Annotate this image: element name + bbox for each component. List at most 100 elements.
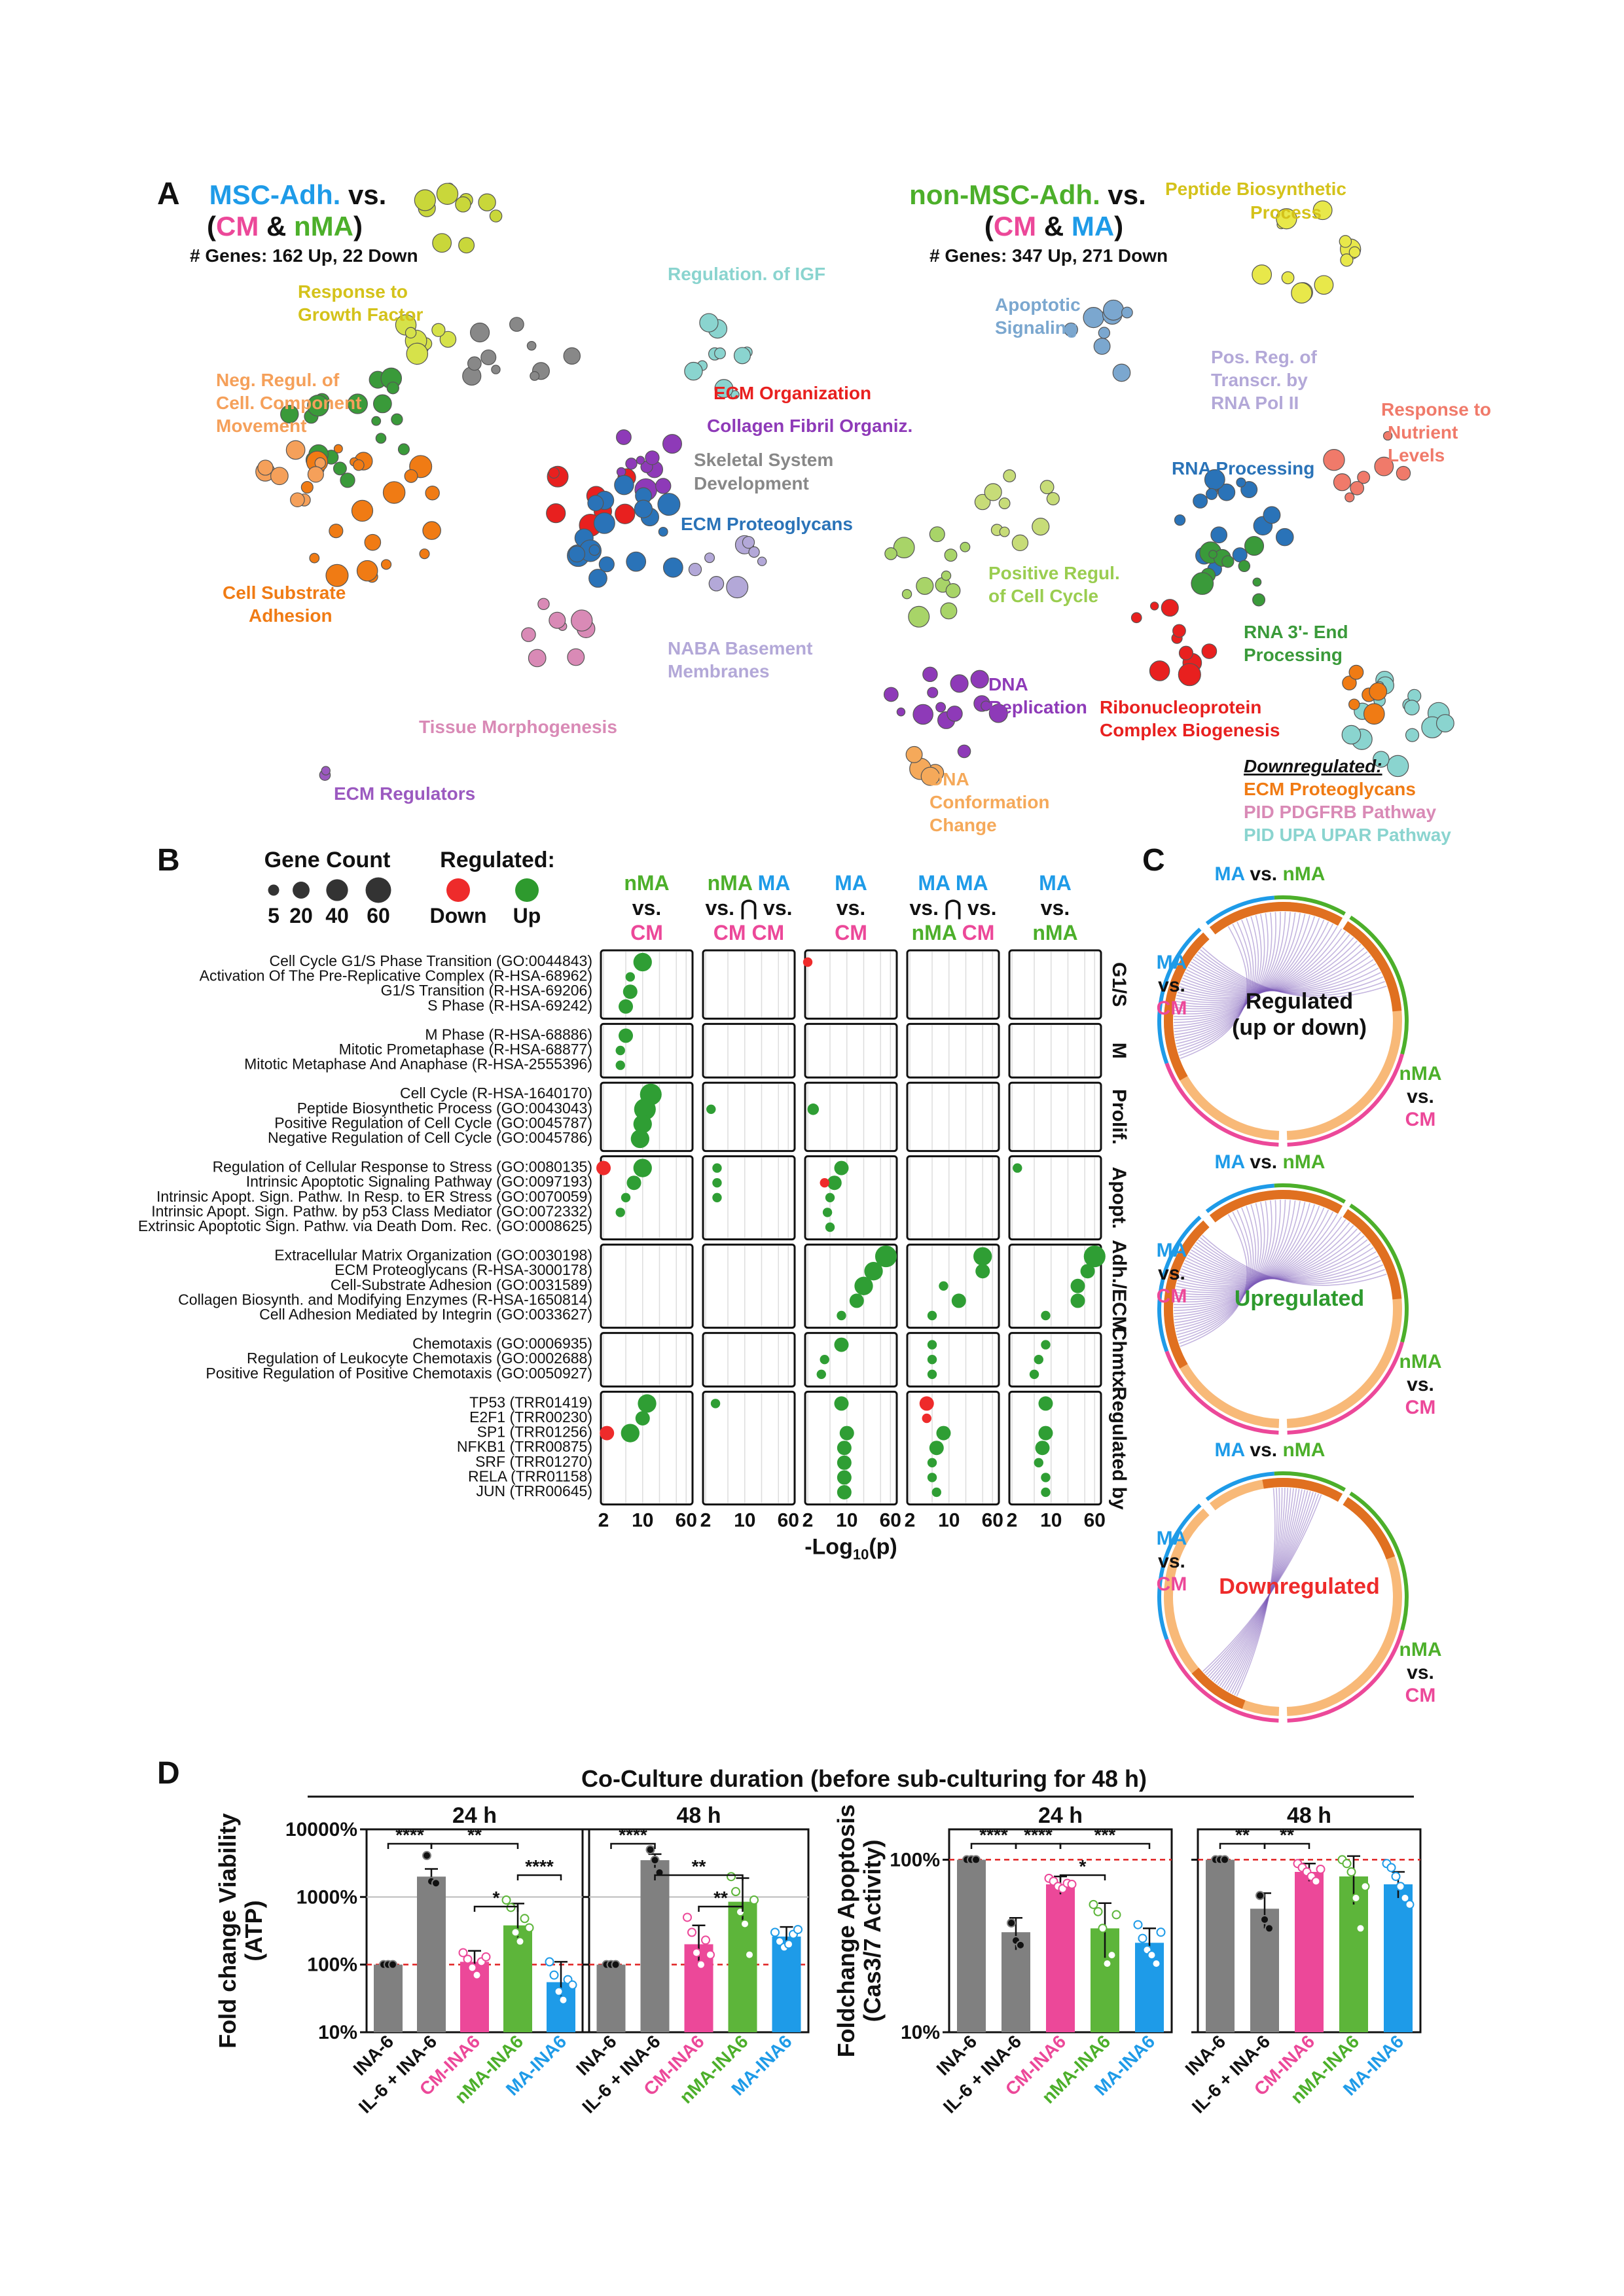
chord-link	[1179, 924, 1250, 1056]
chord-link	[1196, 954, 1381, 994]
enrichment-dot	[633, 1115, 652, 1134]
chord-link	[1175, 915, 1262, 1041]
cluster-label: Development	[694, 473, 809, 493]
replicate-point	[770, 1928, 780, 1937]
network-node	[1374, 456, 1394, 476]
network-node	[636, 456, 645, 465]
x-tick-label: 10	[938, 1510, 960, 1532]
network-node	[1373, 751, 1390, 768]
column-header: CM CM	[713, 921, 784, 944]
network-subtitle-left: (CM & nMA)	[207, 211, 363, 242]
column-header-part: CM	[751, 921, 784, 944]
segment-outer-arc	[1274, 1183, 1346, 1204]
column-header-part: vs.	[837, 896, 865, 920]
column-header: MA	[835, 871, 867, 895]
facet-cell	[600, 1390, 694, 1506]
group-label: G1/S	[1108, 962, 1130, 1007]
column-header-part: nMA	[912, 921, 957, 944]
network-node	[1276, 208, 1297, 230]
x-axis-label-part: -Log	[804, 1535, 853, 1560]
chord-left-label: vs.	[1158, 1263, 1185, 1284]
network-node	[371, 416, 382, 426]
replicate-point	[1255, 1891, 1265, 1901]
bar	[417, 1876, 446, 2032]
y-tick-label: 100%	[890, 1849, 940, 1871]
chord-left-label: MA	[1157, 1528, 1187, 1549]
network-node	[588, 569, 607, 588]
network-node	[455, 196, 471, 213]
chord-left-label: vs.	[1158, 975, 1185, 996]
column-header-part: CM	[630, 921, 663, 944]
replicate-point	[545, 1957, 554, 1967]
facet-cell	[906, 1244, 1000, 1329]
chord-link	[1178, 922, 1252, 1054]
cluster-label: Adhesion	[249, 605, 333, 626]
network-node	[626, 551, 647, 572]
x-tick-label: 10	[734, 1510, 755, 1532]
term-label: M Phase (R-HSA-68886)	[425, 1026, 592, 1043]
chord-link	[1174, 912, 1281, 1026]
cluster-label: ECM Organization	[713, 383, 871, 403]
x-tick-label: 2	[700, 1510, 712, 1532]
chord-left-label: CM	[1157, 1573, 1187, 1595]
chord-center-label: Regulated	[1246, 989, 1353, 1014]
chord-right-label: vs.	[1407, 1662, 1434, 1683]
enrichment-dot	[825, 1222, 835, 1232]
replicate-point	[1386, 1863, 1396, 1873]
chord-link	[1206, 1492, 1316, 1676]
segment-outer-arc	[1274, 895, 1346, 916]
x-tick-label: 60	[982, 1510, 1003, 1532]
network-node	[467, 356, 482, 371]
significance-label: *	[1079, 1856, 1087, 1876]
enrichment-dot	[973, 1247, 992, 1266]
chord-center-label: Downregulated	[1219, 1574, 1380, 1599]
legend-down-marker	[446, 878, 470, 902]
chord-link	[1179, 1211, 1250, 1344]
network-node	[645, 450, 660, 465]
cluster-label: Process	[1250, 202, 1322, 223]
chord-link	[1174, 1200, 1272, 1321]
chord-link	[1192, 1246, 1377, 1280]
chord-link	[1185, 1232, 1362, 1280]
chord-link	[1174, 1200, 1286, 1312]
network-node	[757, 556, 767, 566]
x-tick-label: 2	[1007, 1510, 1018, 1532]
significance-label: *	[493, 1888, 500, 1908]
cluster-label: Movement	[216, 416, 306, 436]
overlap-arc	[1343, 1497, 1396, 1560]
term-label: JUN (TRR00645)	[476, 1482, 592, 1499]
chord-link	[1178, 1213, 1338, 1286]
enrichment-dot	[834, 1160, 849, 1175]
network-node	[901, 589, 912, 600]
enrichment-dot	[837, 1470, 852, 1485]
enrichment-dot	[834, 1396, 849, 1411]
significance-bracket	[516, 1874, 562, 1880]
term-label: Intrinsic Apoptotic Signaling Pathway (G…	[246, 1173, 592, 1190]
chord-link	[1180, 925, 1248, 1059]
term-label: SP1 (TRR01256)	[477, 1424, 592, 1441]
y-tick-label: 10000%	[285, 1819, 357, 1840]
chord-link	[1194, 1244, 1379, 1281]
cluster-label: RNA Processing	[1172, 458, 1314, 478]
replicate-point	[472, 1970, 482, 1980]
chord-link	[1174, 1202, 1265, 1327]
replicate-point	[1147, 1950, 1157, 1960]
column-header-part: nMA	[1032, 921, 1077, 944]
network-node	[957, 744, 971, 759]
significance-label: **	[1280, 1825, 1294, 1845]
legend-size-marker	[326, 879, 348, 901]
chord-link	[1200, 949, 1385, 996]
network-node	[941, 570, 952, 581]
network-node	[587, 495, 604, 512]
cluster-label: Positive Regul.	[988, 563, 1120, 583]
chord-link	[1223, 1488, 1291, 1689]
replicate-point	[568, 1980, 577, 1990]
network-node	[325, 564, 349, 587]
chord-link	[1179, 928, 1343, 997]
facet-cell	[906, 949, 1000, 1020]
network-node	[1218, 483, 1236, 501]
replicate-point	[422, 1851, 431, 1861]
segment-outer-arc	[1287, 1629, 1405, 1723]
network-node	[309, 552, 320, 564]
